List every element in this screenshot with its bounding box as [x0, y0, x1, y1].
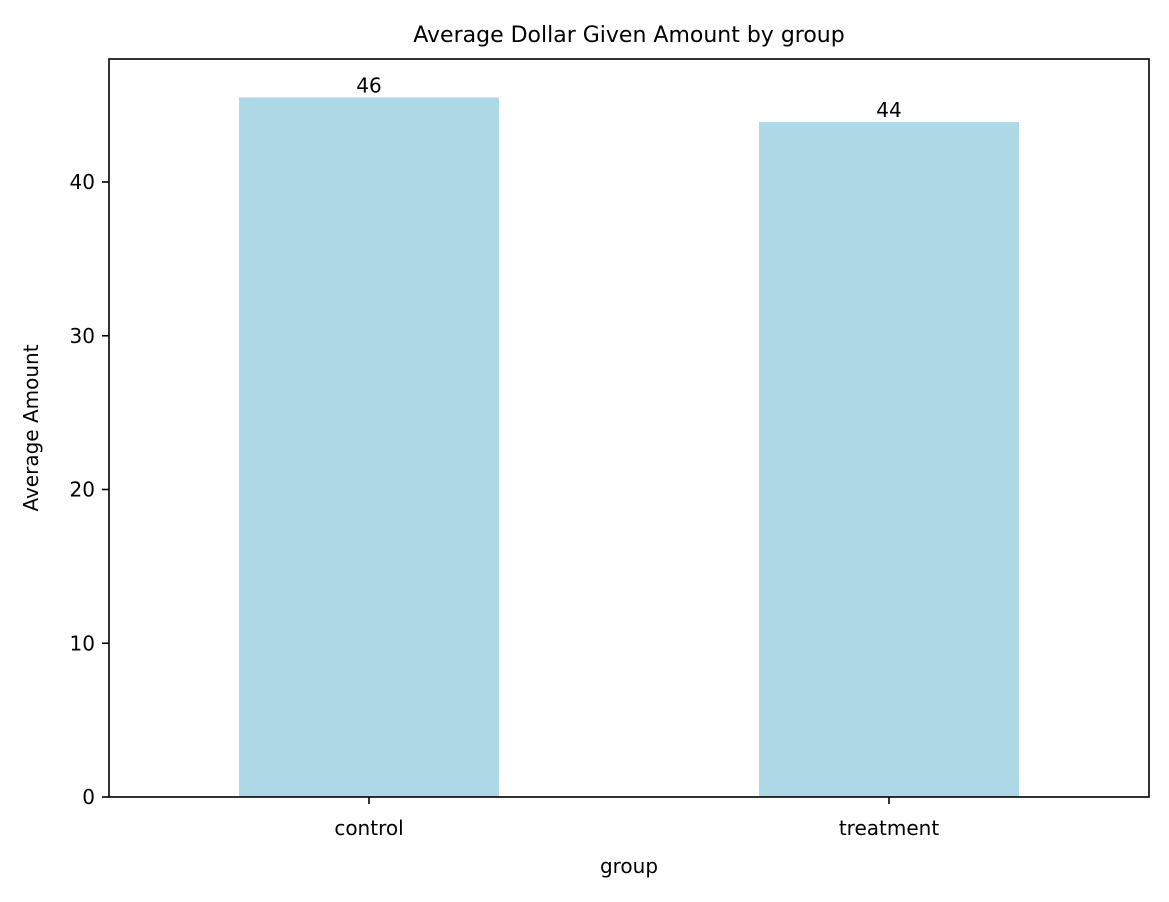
y-tick-label: 10: [70, 631, 95, 655]
y-tick-label: 0: [82, 785, 95, 809]
x-axis-label: group: [600, 854, 658, 878]
data-label-control: 46: [356, 73, 381, 97]
y-tick-label: 30: [70, 324, 95, 348]
data-labels-layer: 46 44: [356, 73, 901, 122]
y-tick-label: 40: [70, 170, 95, 194]
chart-title: Average Dollar Given Amount by group: [413, 23, 844, 48]
x-tick-label: control: [334, 816, 403, 840]
x-tick-label: treatment: [839, 816, 939, 840]
data-label-treatment: 44: [876, 98, 901, 122]
bar-control: [239, 97, 499, 797]
bars-layer: [239, 97, 1019, 798]
plot-frame: [108, 58, 1150, 798]
y-axis: 0 10 20 30 40: [70, 170, 109, 809]
x-axis: control treatment: [334, 797, 939, 840]
y-tick-label: 20: [70, 478, 95, 502]
y-axis-label: Average Amount: [19, 344, 43, 511]
bar-treatment: [759, 122, 1019, 798]
